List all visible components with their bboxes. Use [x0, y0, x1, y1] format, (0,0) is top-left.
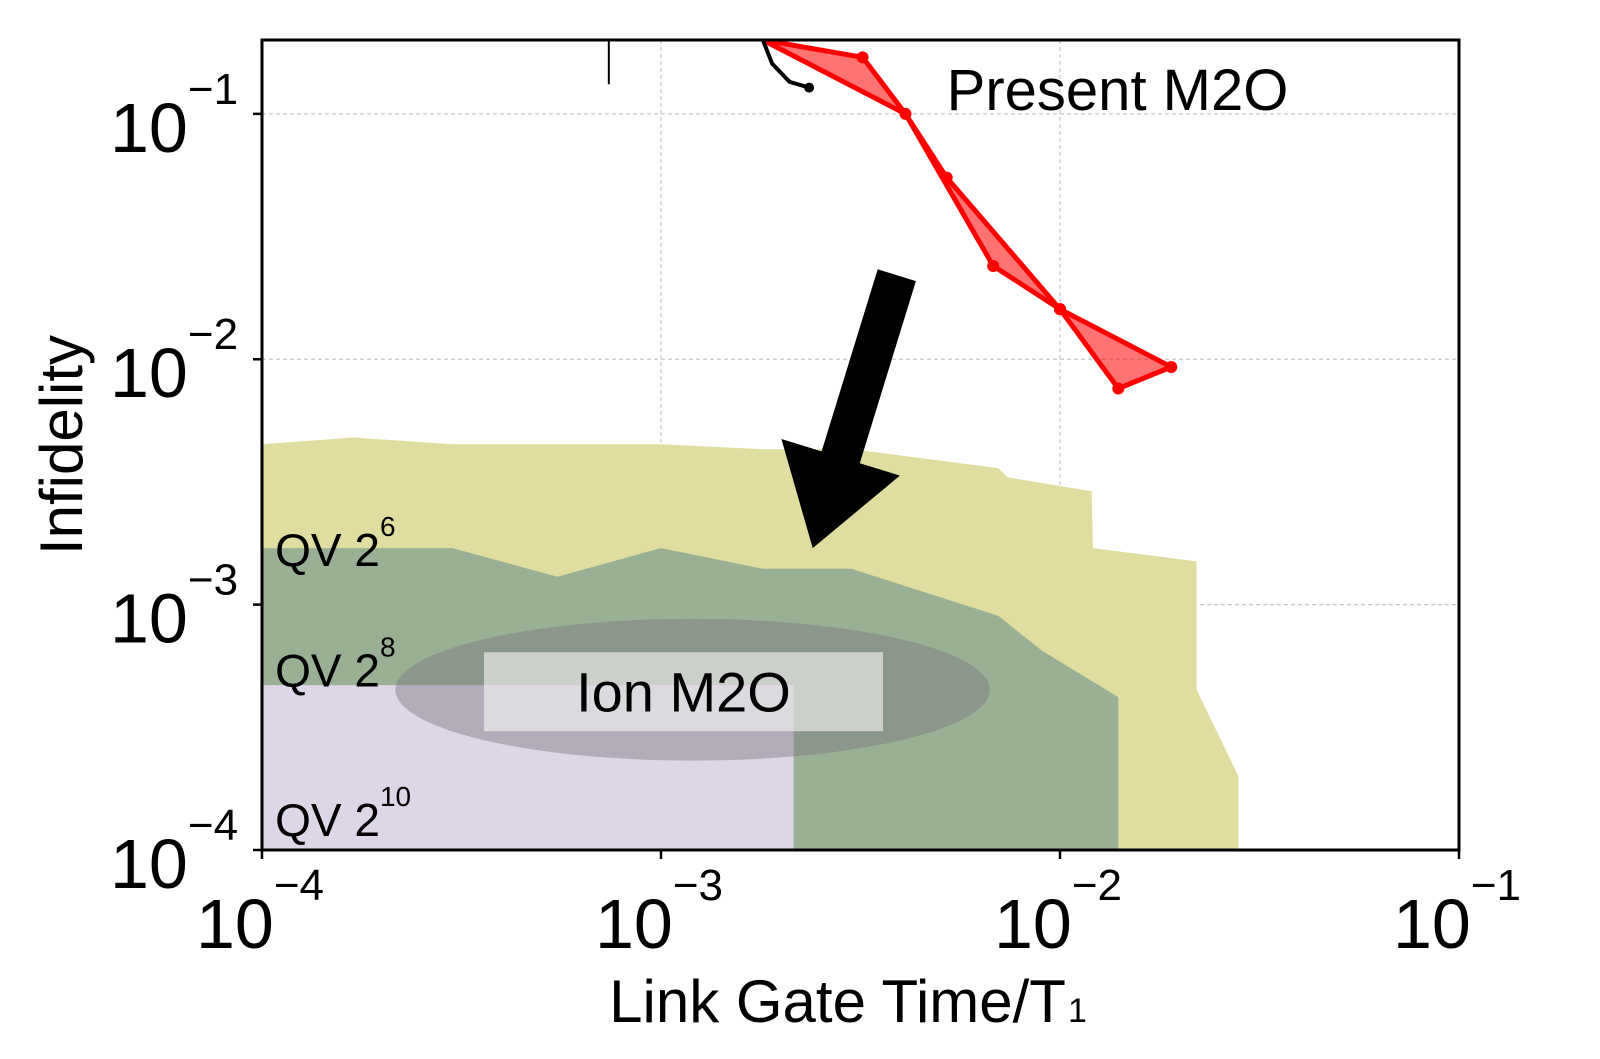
present-m2o-point [940, 171, 953, 184]
y-tick-label: 10−2 [110, 310, 238, 412]
text-labels: QV 26 QV 28 QV 210 Present M2O [275, 58, 1288, 846]
present-m2o-point [987, 259, 1000, 272]
qv-label-1: QV 26 [275, 511, 395, 576]
trend-arrow [781, 269, 916, 549]
present-m2o-point [899, 107, 912, 120]
y-axis-label: Infidelity [28, 335, 95, 555]
present-m2o-upper-line [762, 40, 1173, 370]
plot-frame [260, 38, 1461, 852]
black-curve [761, 40, 810, 90]
present-m2o-band [762, 40, 1172, 389]
x-axis-label-main: Link Gate Time/T [609, 968, 1066, 1035]
qv-label-2: QV 28 [275, 631, 395, 696]
y-tick-label: 10−3 [110, 556, 238, 658]
y-tick-label: 10−4 [110, 801, 238, 903]
y-axis-ticks: 10−4 10−3 10−2 10−1 [110, 65, 262, 903]
present-m2o-point [1165, 360, 1178, 373]
present-m2o-point [1112, 382, 1125, 395]
x-axis-label-sub: 1 [1068, 992, 1087, 1030]
ion-m2o-layer: Ion M2O [395, 618, 990, 761]
present-m2o-point [1054, 303, 1066, 316]
present-m2o-layer [607, 40, 1178, 395]
x-axis-ticks: 10−4 10−3 10−2 10−1 [196, 850, 1521, 963]
x-axis-label: Link Gate Time/T1 [609, 968, 1087, 1035]
ion-m2o-label-box [483, 652, 883, 732]
present-m2o-label: Present M2O [947, 58, 1289, 123]
trend-arrow-layer [781, 269, 916, 549]
x-tick-label: 10−1 [1393, 861, 1521, 963]
x-tick-label: 10−4 [196, 861, 324, 963]
ion-m2o-label: Ion M2O [576, 661, 791, 724]
present-m2o-point [856, 51, 869, 64]
black-curve-point [804, 82, 815, 93]
x-tick-label: 10−3 [595, 861, 723, 963]
y-tick-label: 10−1 [110, 65, 238, 167]
present-m2o-end-line [1117, 364, 1173, 391]
qv-label-3: QV 210 [275, 781, 411, 846]
x-tick-label: 10−2 [994, 861, 1122, 963]
